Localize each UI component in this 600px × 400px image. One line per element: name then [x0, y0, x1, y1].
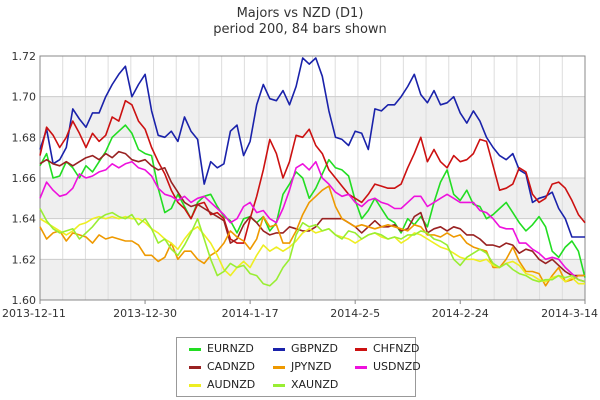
legend-label: GBPNZD — [291, 342, 338, 355]
legend: EURNZD GBPNZD CHFNZD CADNZD JPYNZD USDNZD AUDN… — [176, 337, 421, 397]
y-tick-label: 1.62 — [12, 253, 37, 266]
legend-swatch — [273, 348, 285, 351]
chart-subtitle: period 200, 84 bars shown — [213, 22, 387, 37]
series-line-gbpnzd — [39, 57, 585, 238]
y-tick-label: 1.66 — [12, 172, 37, 185]
legend-label: EURNZD — [207, 342, 254, 355]
y-tick-label: 1.72 — [12, 50, 37, 63]
chart-title: Majors vs NZD (D1) — [236, 6, 364, 21]
legend-swatch — [273, 366, 285, 369]
legend-swatch — [189, 348, 201, 351]
series-line-cadnzd — [39, 150, 585, 277]
plot-frame — [39, 55, 586, 301]
x-tick-label: 2014-1-17 — [222, 307, 279, 320]
series-line-eurnzd — [39, 124, 586, 278]
x-tick-label: 2014-3-14 — [541, 307, 598, 320]
x-tick-label: 2014-2-24 — [432, 307, 489, 320]
y-tick-label: 1.60 — [12, 294, 37, 307]
series-line-usdnzd — [39, 160, 586, 283]
x-tick-label: 2013-12-30 — [113, 307, 177, 320]
series-line-chfnzd — [39, 99, 586, 244]
legend-label: JPYNZD — [291, 360, 332, 373]
y-tick-label: 1.70 — [12, 91, 37, 104]
x-tick-label: 2013-12-11 — [2, 307, 66, 320]
legend-swatch — [355, 348, 367, 351]
x-tick-label: 2014-2-5 — [330, 307, 380, 320]
legend-swatch — [189, 366, 201, 369]
y-tick-label: 1.68 — [12, 131, 37, 144]
series-line-xaunzd — [39, 208, 586, 287]
legend-label: XAUNZD — [291, 378, 339, 391]
legend-swatch — [273, 384, 285, 387]
legend-swatch — [355, 366, 367, 369]
series-line-jpynzd — [39, 185, 585, 287]
series-line-audnzd — [39, 215, 585, 285]
legend-label: AUDNZD — [207, 378, 256, 391]
legend-label: USDNZD — [373, 360, 421, 373]
y-tick-label: 1.64 — [12, 213, 37, 226]
legend-swatch — [189, 384, 201, 387]
legend-label: CHFNZD — [373, 342, 420, 355]
legend-label: CADNZD — [207, 360, 255, 373]
